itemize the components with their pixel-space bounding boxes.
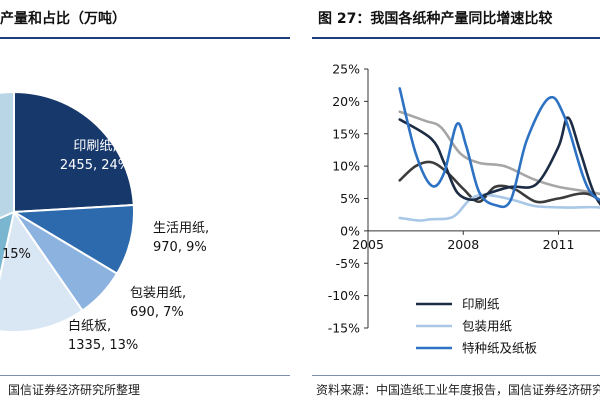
pie-slice-name: 包装用纸, <box>130 286 186 301</box>
right-source-note: 资料来源：中国造纸工业年度报告，国信证券经济研究所整理 <box>316 383 600 397</box>
x-tick-label: 2008 <box>447 237 479 252</box>
y-tick-label: 25% <box>332 62 360 77</box>
left-chart-title: 产量和占比（万吨） <box>0 11 126 27</box>
y-tick-label: 5% <box>340 191 360 206</box>
pie-slice-name: 印刷纸, <box>73 139 116 154</box>
line-chart: 25% 20% 15% 10% 5% 0% -5% -10% -15% 2005 2008 2011 印… <box>328 62 600 356</box>
y-tick-label: -5% <box>336 256 360 271</box>
right-chart-title: 图 27：我国各纸种产量同比增速比较 <box>318 11 553 27</box>
left-title-rule <box>0 37 290 39</box>
legend-label: 特种纸及纸板 <box>462 341 538 356</box>
y-tick-label: 0% <box>340 223 360 238</box>
legend-label: 印刷纸 <box>462 297 500 312</box>
pie-slice <box>0 90 15 220</box>
pie-slice-value: 2455, 24% <box>60 158 130 173</box>
series-line <box>398 160 600 204</box>
pie-slice-value: 1335, 13% <box>68 338 138 353</box>
pie-slice-value: 970, 9% <box>153 240 207 255</box>
series-line <box>398 87 600 209</box>
pie-slice <box>13 90 135 214</box>
right-source-rule <box>312 375 600 376</box>
x-tick-label: 2011 <box>543 237 575 252</box>
pie-slice-value: 690, 7% <box>130 305 184 320</box>
legend-label: 包装用纸 <box>462 319 513 334</box>
series-line <box>398 116 600 206</box>
y-tick-label: 15% <box>332 126 360 141</box>
pie-slice-name: 白纸板, <box>68 318 111 334</box>
left-source-note: 国信证券经济研究所整理 <box>8 383 141 397</box>
pie-slice <box>0 210 16 281</box>
series-line <box>398 193 600 222</box>
y-tick-label: -15% <box>328 321 360 336</box>
pie-slice-name: 生活用纸, <box>153 221 209 236</box>
y-tick-label: -10% <box>328 288 360 303</box>
y-tick-label: 20% <box>332 94 360 109</box>
right-title-rule <box>312 37 600 39</box>
pie-chart: 印刷纸, 2455, 24% 生活用纸, 970, 9% 包装用纸, 690, 7% 白纸板… <box>0 90 209 353</box>
series-line <box>398 110 600 196</box>
pie-slice <box>0 209 84 333</box>
left-source-rule <box>0 375 290 376</box>
x-tick-label: 2005 <box>352 237 384 252</box>
pie-slice-percent: 15% <box>2 247 31 262</box>
y-tick-label: 10% <box>332 159 360 174</box>
